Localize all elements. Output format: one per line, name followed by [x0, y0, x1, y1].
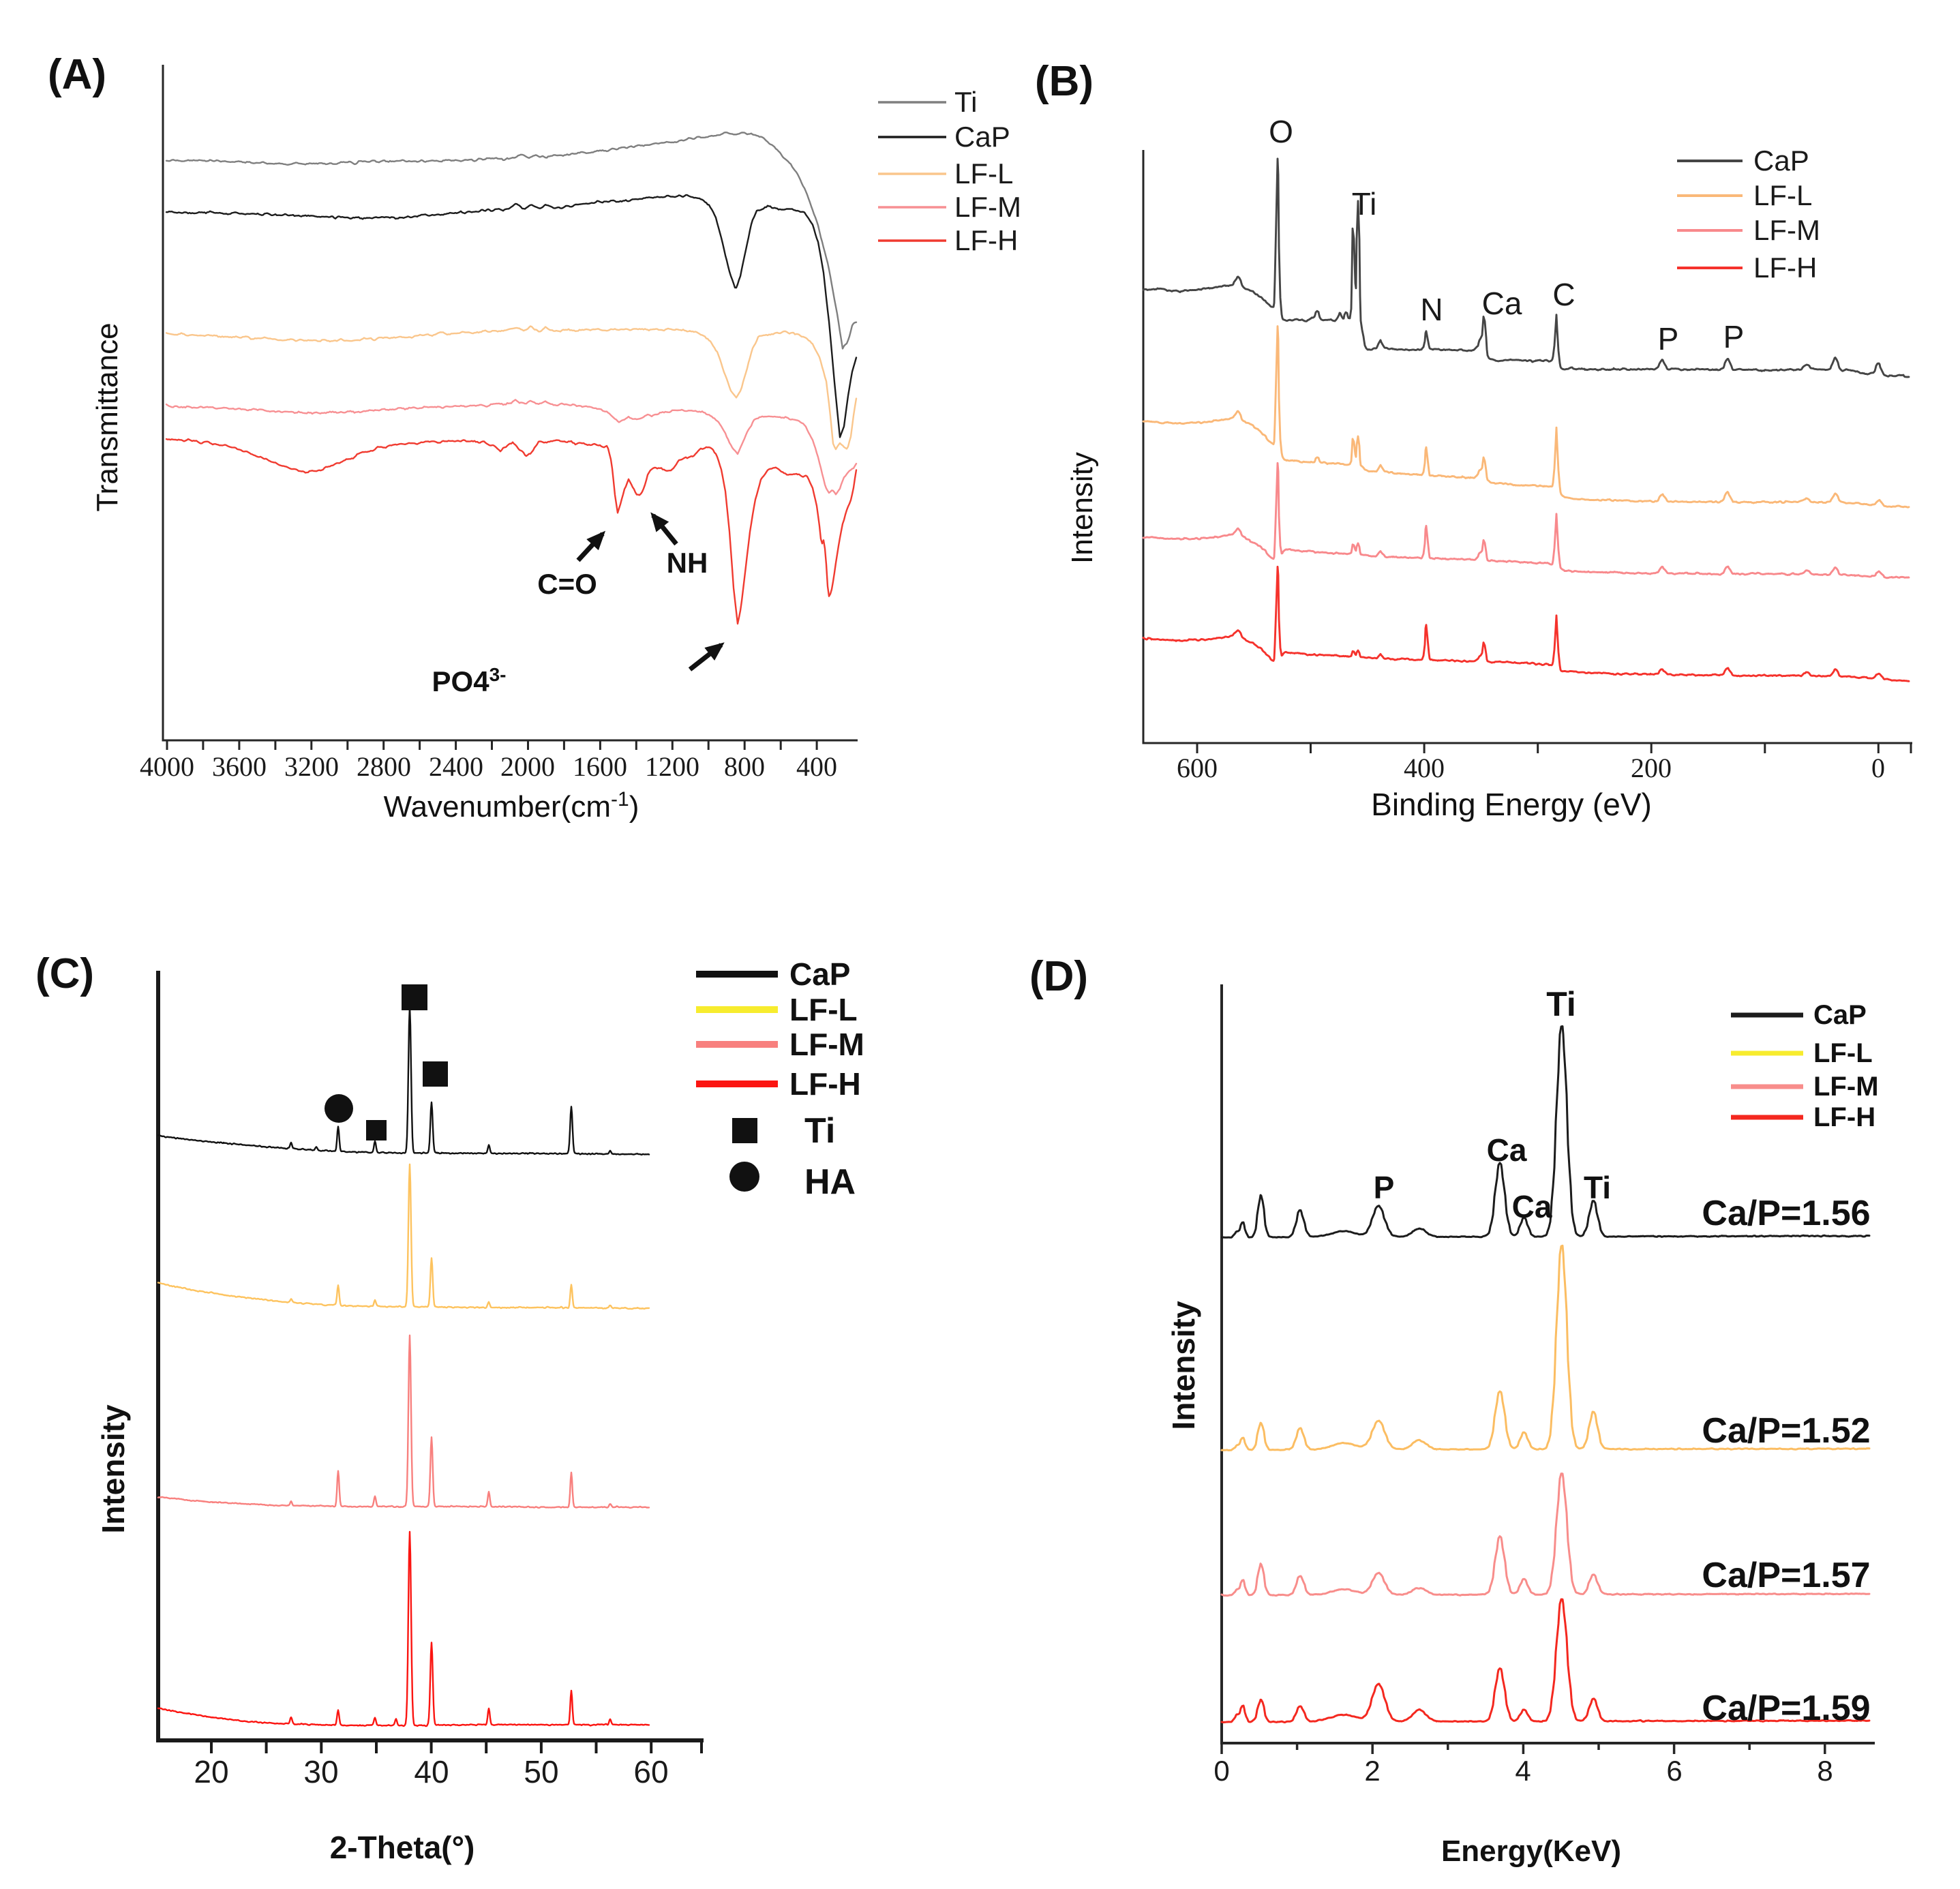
svg-text:1600: 1600: [573, 751, 627, 782]
svg-text:4000: 4000: [140, 751, 194, 782]
svg-text:P: P: [1723, 319, 1745, 354]
svg-text:P: P: [1658, 321, 1679, 357]
svg-text:Ti: Ti: [1546, 985, 1576, 1023]
svg-text:8: 8: [1817, 1755, 1833, 1787]
svg-text:800: 800: [724, 751, 765, 782]
svg-text:Ca: Ca: [1487, 1132, 1527, 1168]
svg-text:LF-M: LF-M: [789, 1027, 864, 1062]
svg-text:Wavenumber(cm-1): Wavenumber(cm-1): [384, 788, 639, 824]
svg-text:PO43-: PO43-: [432, 664, 507, 698]
svg-text:HA: HA: [804, 1162, 856, 1202]
svg-text:(C): (C): [35, 950, 94, 997]
svg-text:CaP: CaP: [1813, 1000, 1867, 1030]
svg-text:2800: 2800: [357, 751, 411, 782]
svg-text:LF-H: LF-H: [954, 224, 1018, 256]
svg-text:Ti: Ti: [954, 86, 977, 118]
svg-text:(D): (D): [1029, 953, 1088, 1000]
svg-text:LF-L: LF-L: [1813, 1038, 1873, 1068]
svg-text:CaP: CaP: [1753, 145, 1809, 177]
svg-text:O: O: [1269, 114, 1293, 149]
svg-text:400: 400: [1404, 753, 1445, 783]
svg-text:C=O: C=O: [537, 568, 597, 600]
svg-text:0: 0: [1213, 1755, 1229, 1787]
svg-text:3600: 3600: [212, 751, 267, 782]
svg-text:N: N: [1420, 292, 1443, 327]
svg-text:2000: 2000: [500, 751, 555, 782]
svg-text:200: 200: [1631, 753, 1672, 783]
svg-text:Ca/P=1.59: Ca/P=1.59: [1702, 1689, 1870, 1728]
svg-text:LF-L: LF-L: [789, 992, 858, 1027]
svg-text:20: 20: [194, 1754, 228, 1789]
svg-text:Ca: Ca: [1482, 286, 1522, 321]
svg-text:Intensity: Intensity: [1066, 452, 1099, 564]
svg-text:50: 50: [524, 1754, 558, 1789]
svg-text:3200: 3200: [284, 751, 339, 782]
svg-text:CaP: CaP: [789, 956, 850, 992]
svg-text:P: P: [1374, 1170, 1395, 1205]
svg-text:Energy(KeV): Energy(KeV): [1441, 1834, 1621, 1868]
svg-text:Ti: Ti: [804, 1111, 835, 1151]
svg-text:(B): (B): [1035, 58, 1094, 105]
svg-text:(A): (A): [48, 51, 106, 98]
svg-text:2-Theta(°): 2-Theta(°): [330, 1830, 475, 1865]
svg-text:LF-H: LF-H: [1813, 1102, 1875, 1132]
svg-text:LF-H: LF-H: [789, 1066, 861, 1102]
svg-text:Ca/P=1.57: Ca/P=1.57: [1702, 1556, 1870, 1595]
svg-text:60: 60: [633, 1754, 668, 1789]
svg-text:6: 6: [1666, 1755, 1682, 1787]
svg-text:40: 40: [414, 1754, 449, 1789]
svg-text:Binding Energy (eV): Binding Energy (eV): [1371, 787, 1652, 822]
svg-text:LF-H: LF-H: [1753, 252, 1817, 284]
svg-text:NH: NH: [667, 547, 708, 579]
svg-text:Ti: Ti: [1352, 186, 1377, 222]
svg-text:2400: 2400: [429, 751, 483, 782]
svg-text:LF-M: LF-M: [1813, 1072, 1879, 1102]
svg-text:LF-L: LF-L: [954, 157, 1013, 190]
svg-text:Ti: Ti: [1584, 1170, 1611, 1205]
svg-text:LF-L: LF-L: [1753, 179, 1812, 211]
svg-text:Ca/P=1.56: Ca/P=1.56: [1702, 1194, 1870, 1233]
svg-text:LF-M: LF-M: [954, 191, 1021, 223]
svg-text:600: 600: [1177, 753, 1218, 783]
svg-text:400: 400: [796, 751, 837, 782]
svg-text:Ca/P=1.52: Ca/P=1.52: [1702, 1411, 1870, 1451]
svg-text:0: 0: [1871, 753, 1885, 783]
svg-text:Intensity: Intensity: [95, 1404, 131, 1534]
svg-text:Ca: Ca: [1512, 1189, 1552, 1224]
svg-text:Transmittance: Transmittance: [91, 322, 124, 511]
svg-text:1200: 1200: [645, 751, 699, 782]
svg-text:Intensity: Intensity: [1166, 1301, 1201, 1430]
svg-text:4: 4: [1515, 1755, 1531, 1787]
svg-text:LF-M: LF-M: [1753, 214, 1820, 246]
svg-text:2: 2: [1364, 1755, 1380, 1787]
svg-text:30: 30: [303, 1754, 338, 1789]
svg-text:C: C: [1552, 277, 1575, 312]
svg-text:CaP: CaP: [954, 121, 1010, 153]
